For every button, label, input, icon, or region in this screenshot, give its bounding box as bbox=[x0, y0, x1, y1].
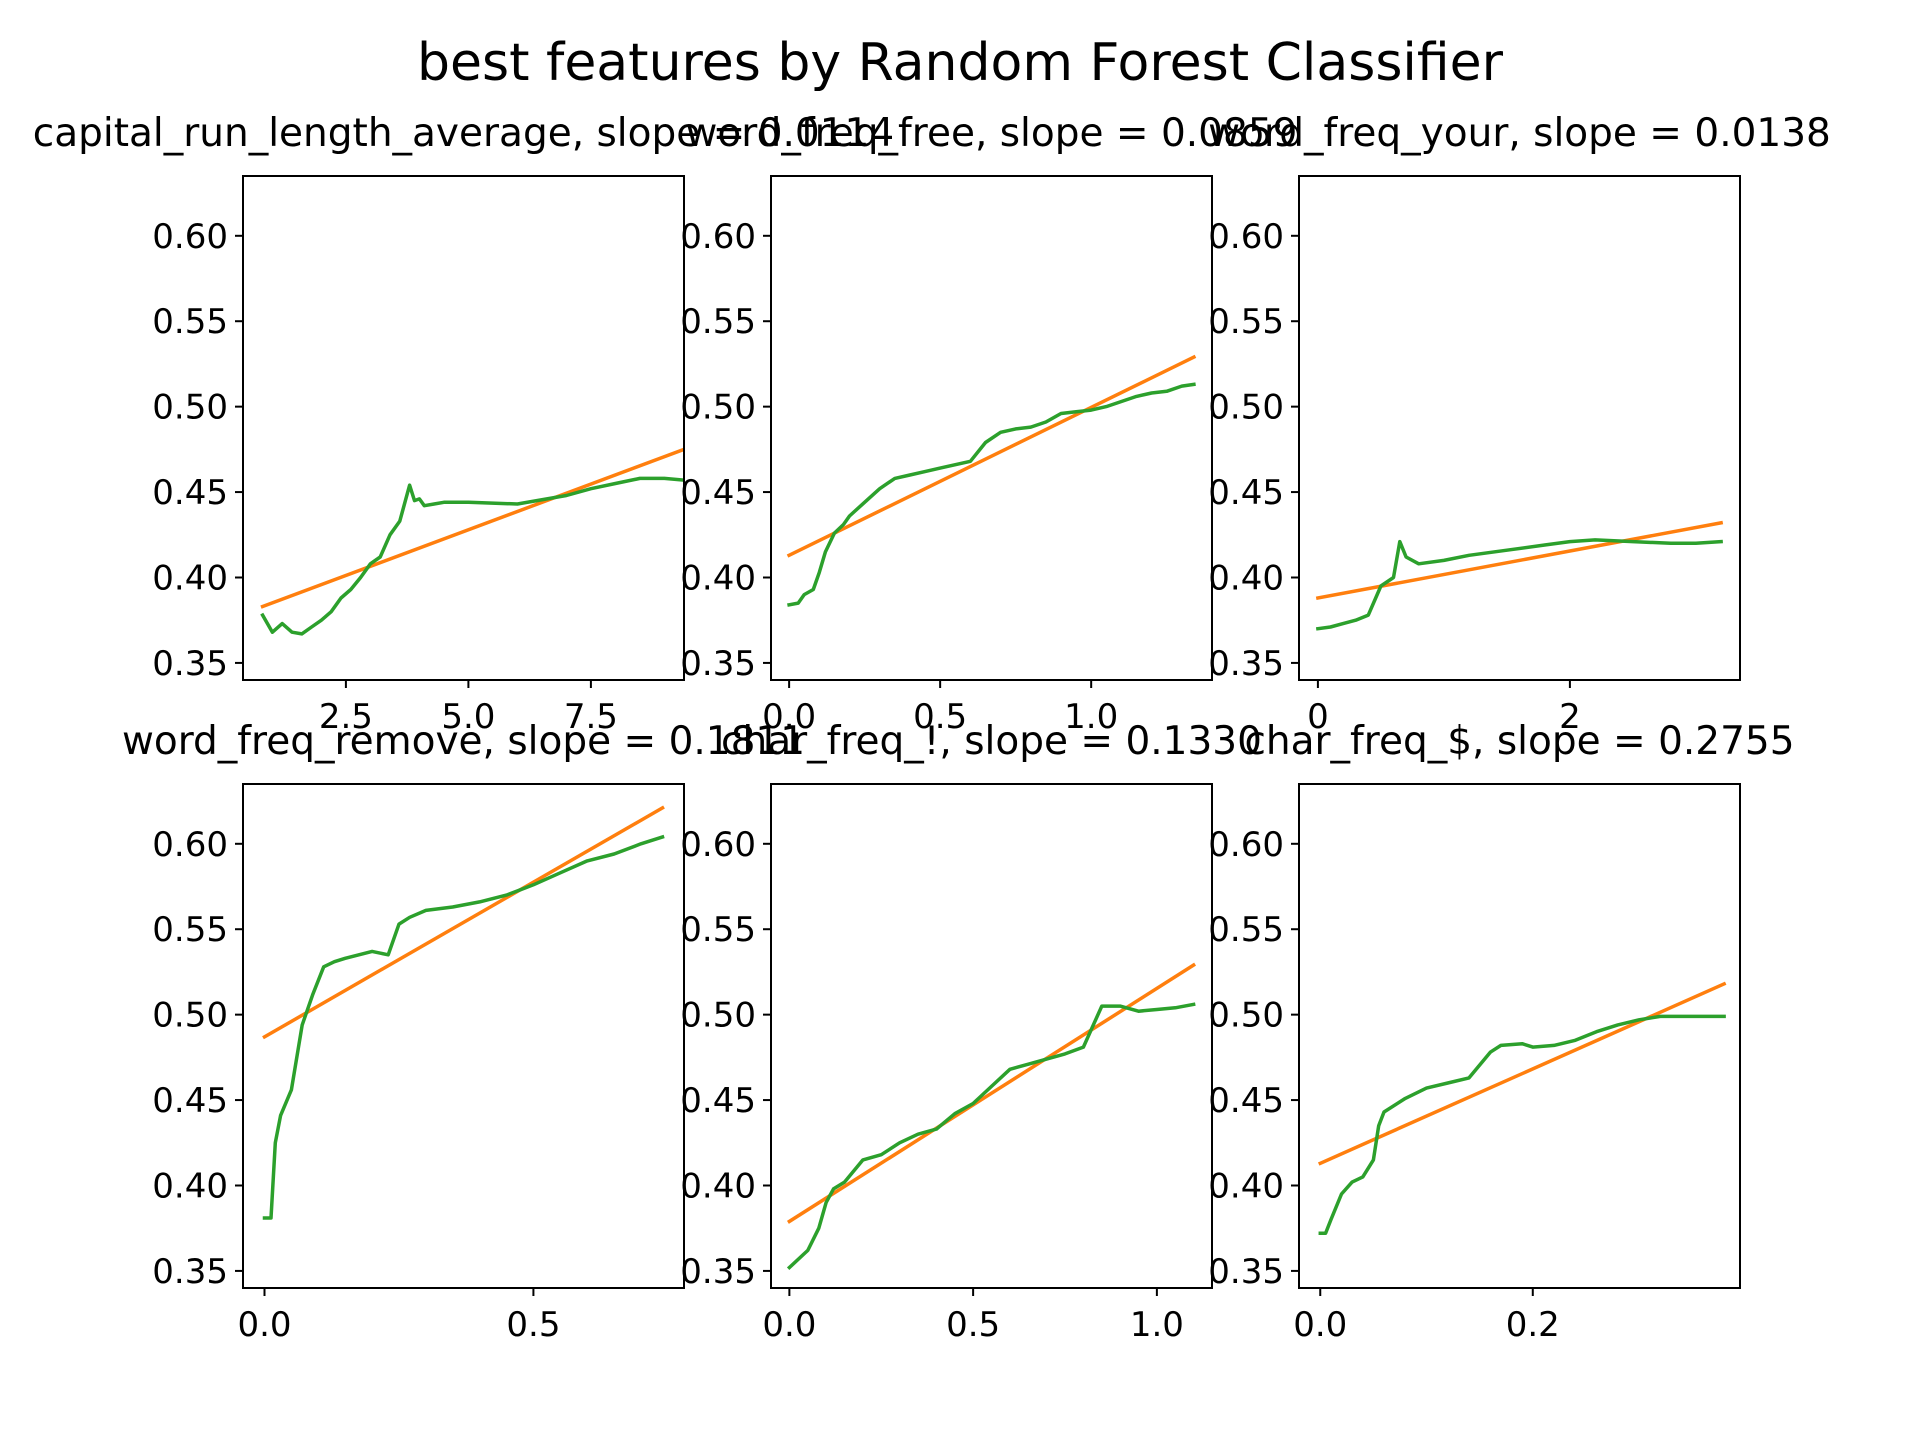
y-tick-label: 0.55 bbox=[1208, 910, 1284, 950]
subplot-title: capital_run_length_average, slope = 0.01… bbox=[33, 111, 894, 156]
feature-curve bbox=[262, 834, 665, 1220]
y-tick-label: 0.40 bbox=[680, 1166, 756, 1206]
x-tick-label: 7.5 bbox=[564, 697, 618, 737]
trend-line bbox=[262, 805, 665, 1040]
y-tick-label: 0.40 bbox=[1208, 1166, 1284, 1206]
feature-curve bbox=[787, 382, 1196, 607]
y-tick-label: 0.50 bbox=[680, 996, 756, 1036]
x-tick-label: 0.5 bbox=[913, 697, 967, 737]
x-tick-label: 0.0 bbox=[1293, 1305, 1347, 1345]
subplot-3: 0.35 0.40 0.45 0.50 0.55 0.60 0 2 word_freq_your… bbox=[1208, 111, 1831, 737]
axes-frame bbox=[1298, 175, 1741, 681]
y-tick-label: 0.45 bbox=[152, 473, 228, 513]
feature-curve bbox=[1315, 538, 1723, 631]
subplot-5: 0.35 0.40 0.45 0.50 0.55 0.60 0.0 0.5 1.0 char_fr… bbox=[680, 719, 1262, 1345]
subplot-1: 0.35 0.40 0.45 0.50 0.55 0.60 2.5 5.0 7.5 capital… bbox=[33, 111, 894, 737]
y-tick-label: 0.55 bbox=[680, 910, 756, 950]
axes-frame bbox=[770, 175, 1213, 681]
x-tick-label: 0.5 bbox=[506, 1305, 560, 1345]
trend-line bbox=[786, 354, 1197, 558]
axes-frame bbox=[242, 175, 685, 681]
y-tick-label: 0.45 bbox=[1208, 1081, 1284, 1121]
y-tick-label: 0.35 bbox=[152, 1252, 228, 1292]
feature-curve bbox=[786, 1002, 1196, 1270]
y-tick-label: 0.45 bbox=[152, 1081, 228, 1121]
y-tick-label: 0.60 bbox=[1208, 825, 1284, 865]
subplot-title: word_freq_remove, slope = 0.1811 bbox=[122, 719, 805, 764]
subplot-grid: 0.350.400.450.500.550.602.5 5.0 7.5capital… bbox=[33, 111, 1831, 1345]
y-tick-label: 0.50 bbox=[1208, 388, 1284, 428]
subplot-4: 0.35 0.40 0.45 0.50 0.55 0.60 0.0 0.5 word_freq_… bbox=[122, 719, 805, 1345]
y-tick-label: 0.35 bbox=[1208, 1252, 1284, 1292]
x-tick-label: 2.5 bbox=[319, 697, 373, 737]
trend-line bbox=[1315, 520, 1724, 601]
x-tick-label: 5.0 bbox=[441, 697, 495, 737]
y-tick-label: 0.35 bbox=[680, 1252, 756, 1292]
x-tick-label: 0.0 bbox=[762, 1305, 816, 1345]
y-tick-label: 0.50 bbox=[152, 388, 228, 428]
y-tick-label: 0.50 bbox=[680, 388, 756, 428]
y-tick-label: 0.50 bbox=[1208, 996, 1284, 1036]
x-tick-label: 1.0 bbox=[1130, 1305, 1184, 1345]
subplot-6: 0.35 0.40 0.45 0.50 0.55 0.60 0.0 0.2 char_freq_… bbox=[1208, 719, 1794, 1345]
y-tick-label: 0.40 bbox=[152, 558, 228, 598]
y-tick-label: 0.60 bbox=[152, 217, 228, 257]
feature-curve bbox=[1318, 1014, 1726, 1236]
x-tick-label: 0.0 bbox=[762, 697, 816, 737]
trend-line bbox=[260, 447, 684, 609]
x-tick-label: 0 bbox=[1307, 697, 1329, 737]
x-tick-label: 0.5 bbox=[946, 1305, 1000, 1345]
x-tick-label: 2 bbox=[1559, 697, 1581, 737]
y-tick-label: 0.45 bbox=[680, 1081, 756, 1121]
y-tick-label: 0.60 bbox=[1208, 217, 1284, 257]
x-tick-label: 0.2 bbox=[1506, 1305, 1560, 1345]
y-tick-label: 0.55 bbox=[152, 910, 228, 950]
y-tick-label: 0.50 bbox=[152, 996, 228, 1036]
axes-frame bbox=[242, 783, 685, 1289]
trend-line bbox=[1317, 981, 1727, 1166]
y-tick-label: 0.35 bbox=[152, 644, 228, 684]
axes-frame bbox=[1298, 783, 1741, 1289]
subplot-title: char_freq_$, slope = 0.2755 bbox=[1244, 719, 1794, 764]
y-tick-label: 0.40 bbox=[152, 1166, 228, 1206]
figure-title: best features by Random Forest Classifie… bbox=[417, 33, 1504, 93]
subplot-2: 0.35 0.40 0.45 0.50 0.55 0.60 0.0 0.5 1.0 word_fr… bbox=[680, 111, 1297, 737]
axes-frame bbox=[770, 783, 1213, 1289]
x-tick-label: 0.0 bbox=[237, 1305, 291, 1345]
y-tick-label: 0.40 bbox=[1208, 558, 1284, 598]
subplot-title: word_freq_your, slope = 0.0138 bbox=[1208, 111, 1831, 156]
y-tick-label: 0.35 bbox=[1208, 644, 1284, 684]
subplot-title: char_freq_!, slope = 0.1330 bbox=[721, 719, 1262, 764]
subplot-title: word_freq_free, slope = 0.0859 bbox=[686, 111, 1298, 156]
y-tick-label: 0.35 bbox=[680, 644, 756, 684]
y-tick-label: 0.55 bbox=[152, 302, 228, 342]
y-tick-label: 0.60 bbox=[680, 825, 756, 865]
y-tick-label: 0.55 bbox=[1208, 302, 1284, 342]
feature-curve bbox=[260, 476, 684, 636]
y-tick-label: 0.40 bbox=[680, 558, 756, 598]
y-tick-label: 0.60 bbox=[152, 825, 228, 865]
y-tick-label: 0.60 bbox=[680, 217, 756, 257]
y-tick-label: 0.45 bbox=[680, 473, 756, 513]
x-tick-label: 1.0 bbox=[1064, 697, 1118, 737]
y-tick-label: 0.55 bbox=[680, 302, 756, 342]
y-tick-label: 0.45 bbox=[1208, 473, 1284, 513]
